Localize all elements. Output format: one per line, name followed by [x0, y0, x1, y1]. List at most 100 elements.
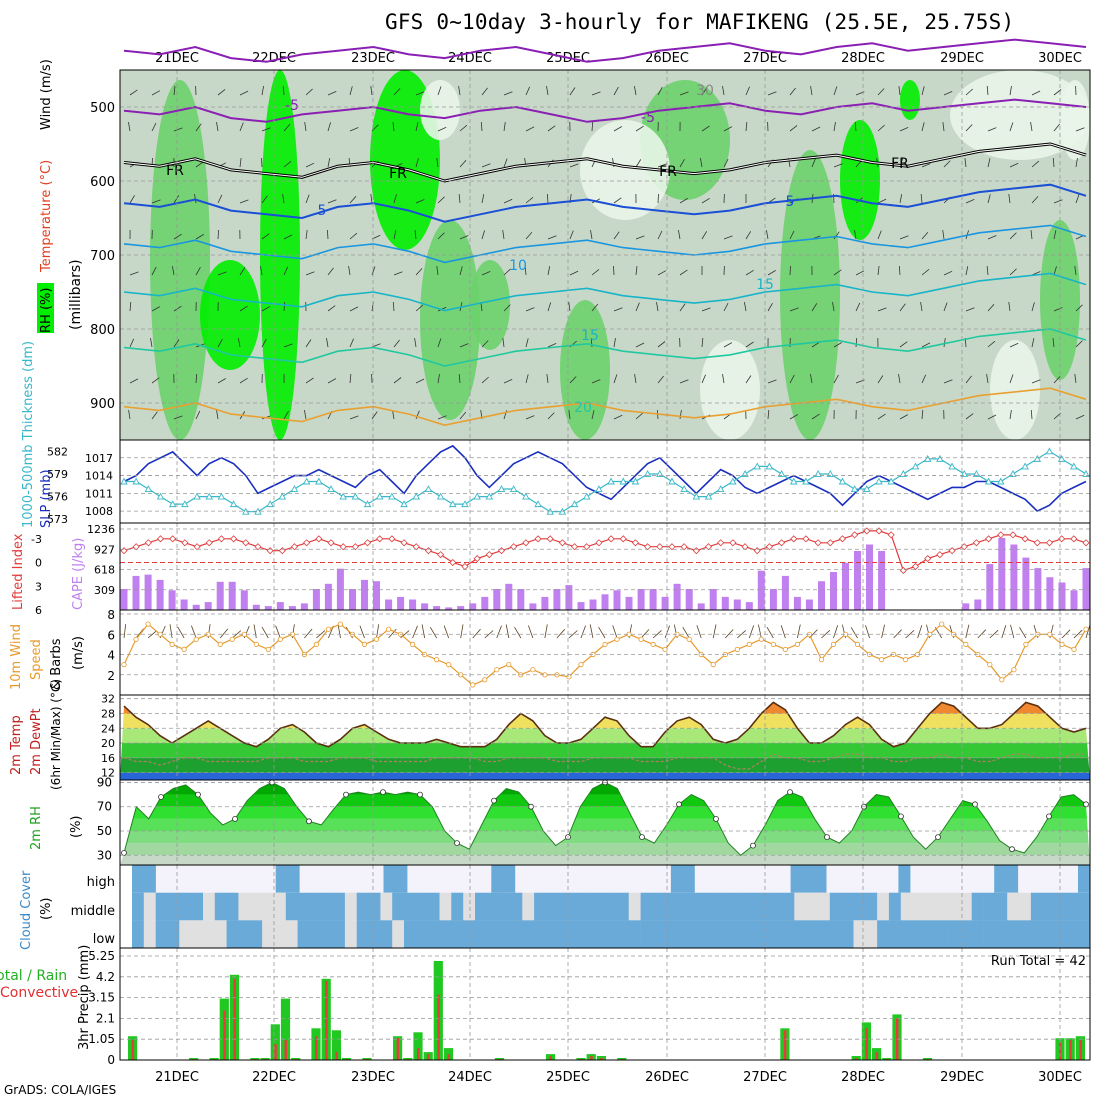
thickness-point — [826, 470, 835, 477]
wind-barb — [701, 87, 708, 96]
cloud-cell — [415, 892, 429, 921]
cape-bar — [577, 602, 585, 610]
wind-barb — [767, 409, 770, 420]
wind-barb — [239, 267, 246, 276]
chart-title: GFS 0~10day 3-hourly for MAFIKENG (25.5E… — [385, 10, 1015, 34]
wind-barb — [986, 265, 989, 276]
rh-point — [935, 834, 941, 840]
wind-barb — [965, 307, 975, 312]
cape-tick-label: 1236 — [87, 523, 115, 536]
cloud-cell — [802, 865, 815, 893]
rh-point — [1009, 846, 1015, 853]
precip-convective-bar — [233, 978, 236, 1060]
cape-bar — [288, 606, 296, 610]
thickness-tick-label: 576 — [47, 491, 68, 504]
cape-bar — [240, 590, 248, 610]
lifted-index-point — [303, 539, 311, 547]
wind-barb — [877, 88, 885, 96]
cape-bar — [637, 589, 645, 610]
lifted-index-point — [753, 547, 761, 555]
rh-band — [120, 818, 1090, 831]
precip-convective-bar — [223, 1010, 226, 1060]
surface-wind-barb — [484, 630, 494, 639]
thickness-point — [668, 477, 676, 485]
wind-barb — [987, 340, 996, 348]
lifted-index-point — [1033, 539, 1041, 547]
wind-speed-point — [494, 667, 500, 673]
wind-barb — [745, 341, 754, 348]
wind-barb — [943, 91, 953, 96]
lifted-index-point — [802, 535, 810, 543]
wind-barb — [987, 414, 997, 420]
cape-bar — [385, 599, 393, 610]
cloud-cell — [898, 865, 911, 893]
lifted-index-tick-label: 3 — [35, 580, 42, 593]
wind-barb — [1009, 342, 1019, 348]
cloud-cell — [132, 865, 145, 893]
thickness-point — [302, 477, 311, 485]
wind-barb — [172, 266, 175, 276]
thickness-point — [363, 500, 372, 508]
rh-point — [343, 791, 349, 798]
wind-barb — [1074, 266, 1077, 276]
rh-band — [120, 794, 1090, 807]
cloud-cell — [546, 892, 559, 921]
surface-wind-barb — [1001, 625, 1007, 639]
cloud-cell — [1054, 865, 1067, 893]
cloud-cell — [191, 892, 204, 921]
wind-barb — [151, 411, 158, 420]
cloud-cell — [682, 865, 696, 893]
wind-barb — [459, 343, 469, 348]
wind-barb — [502, 338, 505, 348]
wind-barb — [195, 373, 198, 384]
day-gridlines-precip — [176, 948, 1061, 1060]
wind-barb — [349, 415, 359, 420]
wind-barb — [393, 339, 400, 348]
precip-convective-bar — [437, 994, 440, 1060]
wind-axis-label-line2: Speed — [29, 639, 44, 680]
lifted-index-point — [729, 539, 737, 547]
wind-barb — [810, 374, 813, 384]
wind-barb — [679, 269, 688, 276]
precip-convective-bar — [335, 1052, 338, 1060]
slp-line — [123, 444, 1087, 513]
surface-wind-barb — [905, 630, 915, 639]
thickness-tick-label: 573 — [47, 513, 68, 526]
wind-speed-point — [614, 636, 620, 642]
wind-barb — [986, 85, 989, 96]
wind-barb — [393, 271, 403, 276]
surface-wind-barb — [797, 624, 801, 639]
wind-barb — [921, 122, 925, 132]
lifted-index-point — [1045, 539, 1054, 547]
wind-barb — [679, 159, 685, 168]
cloud-cell — [900, 920, 913, 948]
wind-speed-point — [638, 636, 644, 642]
wind-barb — [392, 301, 395, 312]
cloud-cell — [730, 865, 744, 893]
wind-barb — [833, 122, 836, 132]
cloud-cell — [1054, 892, 1067, 921]
precip-convective-bar — [396, 1038, 400, 1060]
wind-barb — [481, 194, 485, 204]
lifted-index-point — [473, 555, 481, 563]
surface-wind-barb — [443, 625, 450, 639]
cloud-cell — [407, 865, 420, 893]
wind-barb — [701, 374, 706, 384]
wind-barb — [1053, 199, 1063, 204]
precip-convective-bar — [865, 1028, 868, 1060]
cloud-cell — [640, 892, 653, 921]
wind-barb — [547, 193, 549, 204]
cape-bar — [830, 572, 837, 610]
date-label: 22DEC — [252, 51, 296, 66]
cloud-cell — [1006, 865, 1019, 893]
cloud-cell — [311, 865, 324, 893]
surface-wind-barb — [612, 625, 618, 639]
cape-bar — [974, 599, 982, 610]
contour-label: FR — [389, 166, 407, 182]
cape-bar — [998, 537, 1006, 610]
surface-wind-barb — [850, 627, 858, 639]
wind-barb — [921, 342, 931, 348]
cloud-cell — [850, 865, 863, 893]
lifted-index-point — [814, 539, 822, 547]
rh-point — [1083, 801, 1089, 808]
